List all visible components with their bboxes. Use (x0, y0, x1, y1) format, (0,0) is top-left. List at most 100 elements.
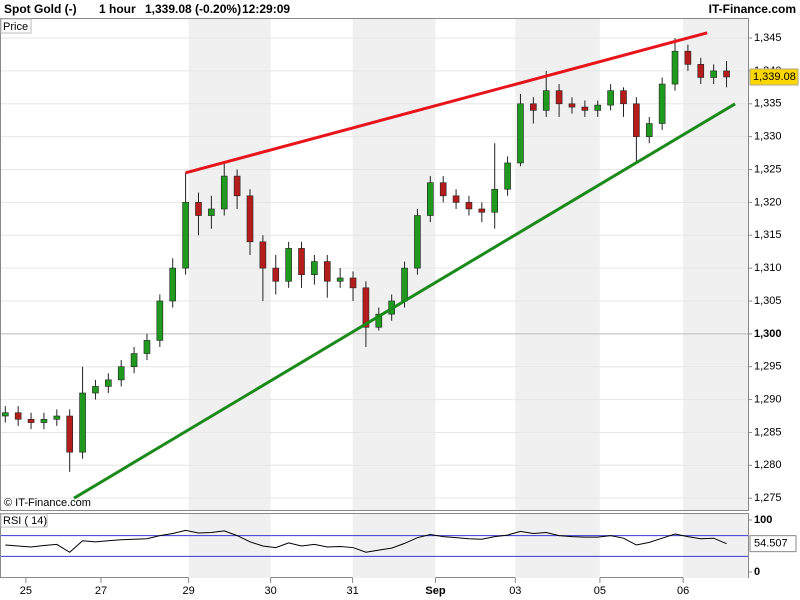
candle-body (697, 64, 705, 78)
y-tick-label: 1,280 (754, 459, 782, 471)
last-price-tag (749, 68, 799, 86)
candle-body (542, 90, 550, 111)
candle-body (710, 70, 717, 78)
marks (1, 31, 736, 500)
day-band (515, 514, 600, 578)
candle-body (607, 90, 614, 106)
candle-body (1, 412, 9, 417)
day-band (683, 19, 748, 510)
candle-body (27, 418, 35, 423)
candle-body (14, 412, 22, 420)
day-band (188, 19, 271, 510)
day-band (188, 514, 271, 578)
last-price-label: 1,339.08 (753, 71, 796, 83)
candle-body (517, 103, 524, 164)
candle-body (272, 267, 280, 282)
rsi-label-box (0, 513, 48, 528)
y-tick-label: 1,300 (754, 328, 782, 340)
candle-body (66, 415, 73, 453)
rsi-tick-label: 0 (754, 566, 760, 578)
time: 12:29:09 (242, 2, 290, 16)
candle-body (285, 248, 292, 282)
candle-body (143, 340, 151, 354)
day-band (683, 514, 748, 578)
candle-body (208, 208, 215, 216)
candle-body (259, 241, 267, 269)
candle-body (233, 175, 241, 197)
title: Spot Gold (-) (4, 2, 77, 16)
candle-body (169, 267, 177, 302)
candle-body (311, 261, 318, 275)
day-band (352, 514, 436, 578)
x-tick-label: 29 (182, 585, 194, 597)
x-tick-label: 05 (594, 585, 606, 597)
candle-body (92, 386, 99, 394)
candle-body (427, 182, 434, 216)
rsi-last-tag (749, 535, 797, 553)
candle-body (336, 277, 344, 282)
x-tick-label: Sep (425, 585, 445, 597)
y-tick-label: 1,310 (754, 262, 782, 274)
y-tick-label: 1,295 (754, 361, 782, 373)
candle-body (375, 313, 383, 328)
candle-body (555, 90, 563, 105)
rsi-line (5, 529, 727, 553)
copyright: © IT-Finance.com (4, 497, 91, 509)
interval: 1 hour (99, 2, 136, 16)
y-tick-label: 1,290 (754, 393, 782, 405)
candle-body (298, 248, 305, 275)
source: IT-Finance.com (709, 2, 796, 16)
y-tick-label: 1,275 (754, 492, 782, 504)
candle-body (620, 90, 627, 105)
rsi-label: RSI ( 14) (3, 515, 47, 527)
candle-body (465, 202, 473, 210)
x-tick-label: 25 (20, 585, 32, 597)
price-panel (0, 18, 749, 511)
candle-body (323, 261, 331, 282)
candle-body (79, 392, 86, 453)
candle-body (117, 366, 125, 381)
y-tick-label: 1,285 (754, 426, 782, 438)
last-quote: 1,339.08 (-0.20%) (145, 2, 241, 16)
candle-body (723, 70, 730, 78)
candle-body (130, 353, 138, 368)
candle-body (156, 300, 164, 341)
candle-body (246, 195, 254, 243)
x-tick-label: 30 (264, 585, 276, 597)
trend-line (185, 31, 708, 175)
y-tick-label: 1,320 (754, 196, 782, 208)
y-label: Price (3, 21, 28, 33)
candle-body (684, 50, 692, 65)
rsi-last-label: 54.507 (754, 538, 788, 550)
y-tick-label: 1,330 (754, 131, 782, 143)
candle-body (414, 215, 421, 269)
x-tick-label: 31 (346, 585, 358, 597)
y-tick-label: 1,345 (754, 32, 782, 44)
candle-body (349, 277, 357, 289)
candle-body (53, 415, 61, 420)
candle-body (452, 195, 460, 203)
candle-body (491, 188, 499, 213)
candle-body (220, 175, 228, 210)
candle-body (645, 123, 653, 137)
candle-body (105, 379, 112, 387)
x-tick-label: 27 (95, 585, 107, 597)
y-tick-label: 1,315 (754, 229, 782, 241)
day-shading (188, 19, 748, 578)
grid (1, 37, 748, 499)
candle-body (439, 182, 447, 197)
candle-body (40, 418, 48, 423)
candle-body (195, 202, 202, 216)
trend-line (73, 102, 736, 500)
candle-body (362, 287, 370, 328)
y-tick-label: 1,305 (754, 295, 782, 307)
candle-body (568, 103, 576, 108)
candle-body (478, 208, 486, 213)
candle-body (671, 50, 679, 85)
x-tick-label: 06 (677, 585, 689, 597)
day-band (352, 19, 436, 510)
rsi-tick-label: 100 (754, 514, 772, 526)
candle-body (504, 162, 511, 190)
candle-body (401, 267, 408, 302)
